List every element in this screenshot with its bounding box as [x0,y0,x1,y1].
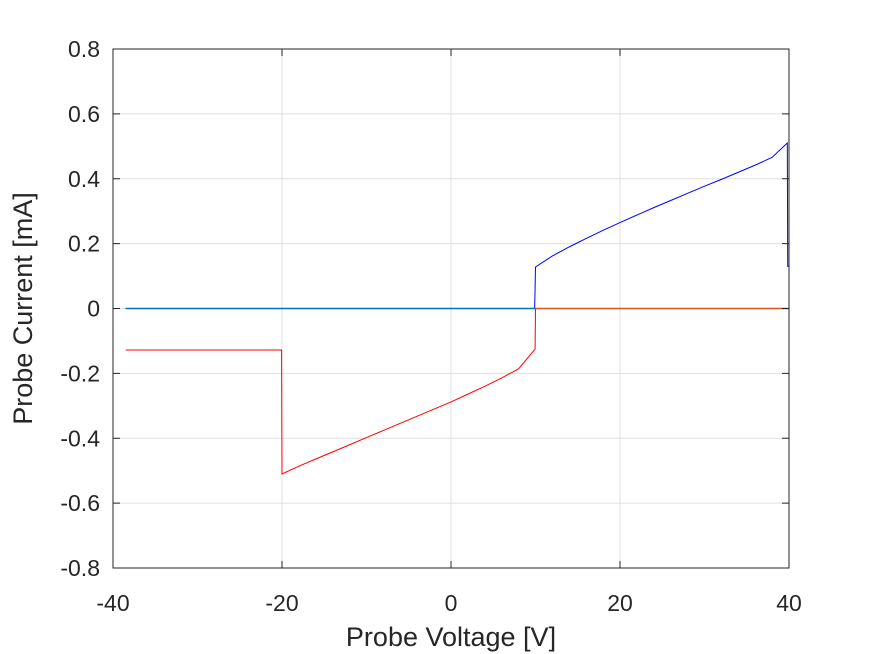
y-tick-label: 0.4 [68,166,100,192]
y-tick-label: -0.4 [60,425,100,451]
y-tick-label: -0.2 [60,360,100,386]
y-tick-label: 0.8 [68,36,100,62]
y-tick-label: -0.6 [60,490,100,516]
x-axis-label: Probe Voltage [V] [346,622,556,652]
axis-ticks [112,48,790,569]
y-axis-label: Probe Current [mA] [8,192,38,425]
y-tick-label: 0.6 [68,101,100,127]
x-tick-labels: -40 -20 0 20 40 [96,590,801,616]
series-line-1 [125,141,789,309]
y-tick-labels: -0.8 -0.6 -0.4 -0.2 0 0.2 0.4 0.6 0.8 [60,36,100,581]
x-tick-label: 20 [607,590,633,616]
x-tick-label: 40 [776,590,802,616]
series-line-2 [125,308,789,475]
x-tick-label: -20 [265,590,298,616]
y-tick-label: 0 [87,296,100,322]
x-tick-label: -40 [96,590,129,616]
y-tick-label: -0.8 [60,555,100,581]
y-tick-label: 0.2 [68,231,100,257]
x-tick-label: 0 [445,590,458,616]
series-layer [125,141,789,475]
